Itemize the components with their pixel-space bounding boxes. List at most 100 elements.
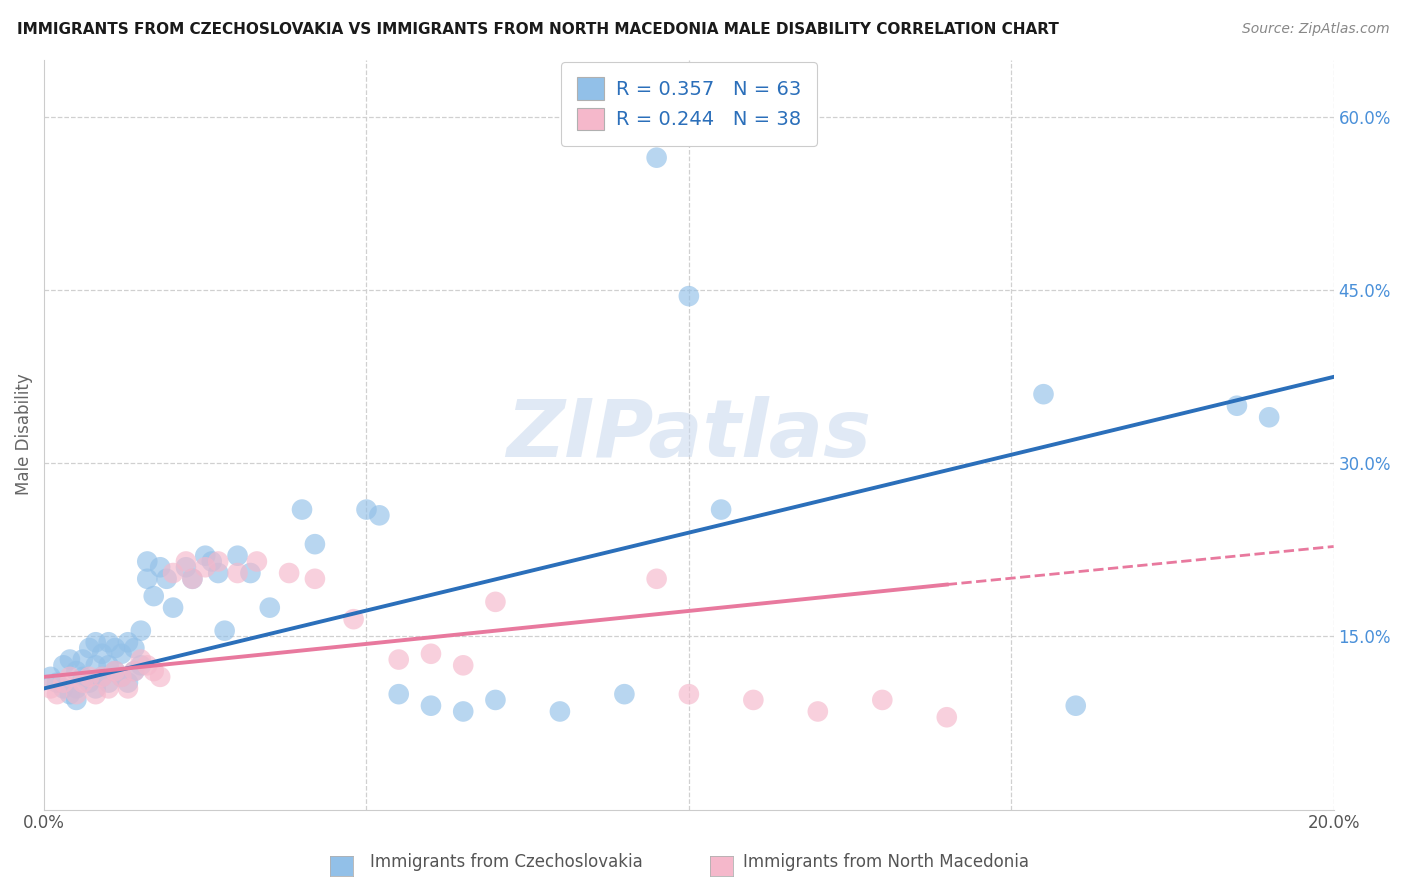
Point: [678, 687, 700, 701]
Point: [129, 624, 152, 638]
Point: [226, 566, 249, 580]
Point: [124, 664, 146, 678]
Point: [97, 675, 120, 690]
Point: [246, 554, 269, 568]
Point: [710, 502, 733, 516]
Point: [97, 635, 120, 649]
Point: [84, 635, 107, 649]
Point: [548, 705, 571, 719]
Point: [451, 658, 474, 673]
Point: [72, 675, 94, 690]
Point: [807, 705, 830, 719]
Point: [97, 658, 120, 673]
Point: [214, 624, 236, 638]
Point: [129, 658, 152, 673]
Point: [59, 687, 82, 701]
Point: [39, 681, 62, 696]
Point: [77, 640, 100, 655]
Point: [181, 572, 204, 586]
Point: [156, 572, 179, 586]
Point: [84, 681, 107, 696]
Point: [46, 687, 69, 701]
Point: [129, 652, 152, 666]
Point: [104, 664, 127, 678]
Point: [84, 658, 107, 673]
Point: [97, 681, 120, 696]
Point: [935, 710, 957, 724]
Text: IMMIGRANTS FROM CZECHOSLOVAKIA VS IMMIGRANTS FROM NORTH MACEDONIA MALE DISABILIT: IMMIGRANTS FROM CZECHOSLOVAKIA VS IMMIGR…: [17, 22, 1059, 37]
Point: [1226, 399, 1249, 413]
Point: [304, 572, 326, 586]
Point: [388, 652, 411, 666]
Point: [872, 693, 894, 707]
Point: [207, 554, 229, 568]
Y-axis label: Male Disability: Male Disability: [15, 374, 32, 495]
Point: [91, 670, 114, 684]
Point: [39, 670, 62, 684]
Text: ZIPatlas: ZIPatlas: [506, 395, 872, 474]
Point: [368, 508, 391, 523]
Point: [645, 572, 668, 586]
Point: [484, 595, 506, 609]
Point: [678, 289, 700, 303]
Point: [162, 600, 184, 615]
Point: [110, 647, 132, 661]
Point: [72, 670, 94, 684]
Point: [59, 670, 82, 684]
Point: [52, 675, 75, 690]
Point: [142, 664, 165, 678]
Point: [65, 693, 87, 707]
Point: [149, 560, 172, 574]
Point: [278, 566, 301, 580]
Point: [259, 600, 281, 615]
Point: [46, 675, 69, 690]
Point: [304, 537, 326, 551]
Legend: R = 0.357   N = 63, R = 0.244   N = 38: R = 0.357 N = 63, R = 0.244 N = 38: [561, 62, 817, 145]
Point: [451, 705, 474, 719]
Point: [239, 566, 262, 580]
Text: Source: ZipAtlas.com: Source: ZipAtlas.com: [1241, 22, 1389, 37]
Point: [77, 675, 100, 690]
Point: [77, 670, 100, 684]
Point: [52, 681, 75, 696]
Point: [117, 675, 139, 690]
Point: [124, 664, 146, 678]
Point: [65, 681, 87, 696]
Point: [388, 687, 411, 701]
Point: [194, 549, 217, 563]
Point: [291, 502, 314, 516]
Point: [65, 664, 87, 678]
Point: [420, 698, 443, 713]
Point: [1258, 410, 1281, 425]
Point: [162, 566, 184, 580]
Point: [91, 647, 114, 661]
Point: [356, 502, 378, 516]
Point: [52, 658, 75, 673]
Point: [201, 554, 224, 568]
Point: [226, 549, 249, 563]
Point: [1032, 387, 1054, 401]
Point: [104, 664, 127, 678]
Point: [104, 640, 127, 655]
Point: [59, 652, 82, 666]
Text: Immigrants from Czechoslovakia: Immigrants from Czechoslovakia: [370, 853, 643, 871]
Point: [645, 151, 668, 165]
Point: [174, 560, 197, 574]
Point: [484, 693, 506, 707]
Point: [136, 554, 159, 568]
Point: [742, 693, 765, 707]
Point: [136, 658, 159, 673]
Point: [117, 681, 139, 696]
Point: [110, 670, 132, 684]
Point: [174, 554, 197, 568]
Point: [72, 652, 94, 666]
Point: [117, 635, 139, 649]
Point: [194, 560, 217, 574]
Point: [1064, 698, 1087, 713]
Point: [136, 572, 159, 586]
Point: [149, 670, 172, 684]
Point: [91, 670, 114, 684]
Point: [110, 670, 132, 684]
Point: [65, 687, 87, 701]
Point: [342, 612, 364, 626]
